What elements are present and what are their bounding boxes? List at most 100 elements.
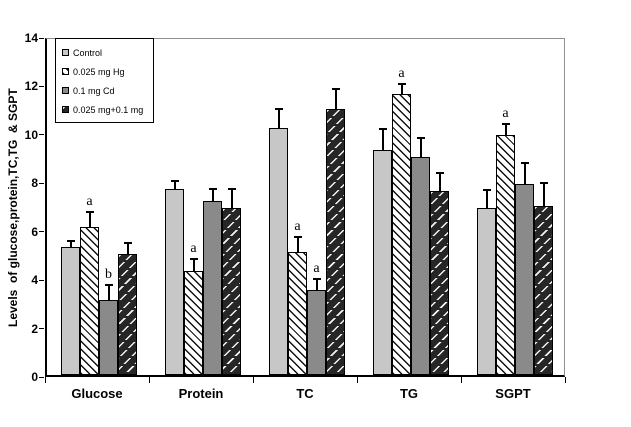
significance-letter: a: [398, 66, 405, 82]
error-bar-line: [211, 188, 214, 201]
error-bar-cap: [104, 284, 113, 287]
bar: [411, 157, 430, 375]
legend-item: Control: [62, 43, 153, 62]
y-tick-mark: [39, 85, 44, 87]
bar: [222, 207, 241, 375]
error-bar-line: [126, 243, 129, 254]
bar: [430, 190, 449, 375]
error-bar-cap: [435, 171, 444, 174]
legend-marker-p-darkdash: [62, 106, 69, 113]
bar: [534, 205, 553, 375]
x-category-label: Protein: [178, 386, 224, 401]
bar: [61, 246, 80, 375]
legend-label: 0.1 mg Cd: [73, 85, 115, 96]
legend: Control 0.025 mg Hg 0.1 mg Cd 0.025 mg+0.1 …: [55, 38, 154, 123]
bar: [307, 290, 326, 375]
error-bar-line: [230, 188, 233, 208]
legend-item: 0.025 mg Hg: [62, 62, 153, 81]
error-bar-cap: [539, 181, 548, 184]
bar: [477, 207, 496, 375]
y-tick-mark: [39, 328, 44, 330]
error-bar-line: [88, 211, 91, 228]
x-category-label: TC: [296, 386, 314, 401]
error-bar-line: [523, 163, 526, 184]
significance-letter: b: [105, 267, 112, 283]
y-tick-label: 2: [31, 321, 38, 336]
bar: [373, 149, 392, 375]
bar: [203, 200, 222, 375]
x-tick-mark: [45, 377, 46, 383]
legend-marker-p-gray: [62, 87, 69, 94]
error-bar-line: [315, 279, 318, 291]
y-tick-label: 6: [31, 224, 38, 239]
error-bar-line: [69, 240, 72, 247]
error-bar-line: [438, 172, 441, 191]
bar: [269, 128, 288, 375]
legend-label: 0.025 mg Hg: [73, 66, 125, 77]
y-tick-label: 12: [24, 79, 38, 94]
error-bar-line: [296, 237, 299, 252]
x-tick-mark: [149, 377, 150, 383]
legend-marker-p-light: [62, 49, 69, 56]
legend-item: 0.025 mg+0.1 mg: [62, 100, 153, 119]
significance-letter: a: [313, 261, 320, 277]
bar: [118, 253, 137, 375]
x-category-label: SGPT: [495, 386, 531, 401]
x-category-label: Glucose: [71, 386, 123, 401]
error-bar-line: [107, 285, 110, 300]
error-bar-cap: [482, 188, 491, 191]
error-bar-cap: [274, 107, 283, 110]
y-tick-label: 14: [24, 31, 38, 45]
x-category-label: TG: [399, 386, 419, 401]
significance-letter: a: [502, 106, 509, 122]
error-bar-line: [419, 137, 422, 158]
y-tick-label: 0: [31, 370, 38, 384]
bar: [99, 299, 118, 375]
x-tick-mark: [565, 377, 566, 383]
bar: [392, 94, 411, 375]
legend-item: 0.1 mg Cd: [62, 81, 153, 100]
legend-marker-p-hatch: [62, 68, 69, 75]
error-bar-cap: [170, 180, 179, 183]
y-tick-mark: [39, 37, 44, 39]
significance-letter: a: [294, 218, 301, 234]
y-tick-mark: [39, 134, 44, 136]
error-bar-cap: [123, 242, 132, 245]
x-tick-mark: [357, 377, 358, 383]
error-bar-line: [277, 108, 280, 129]
x-tick-mark: [253, 377, 254, 383]
error-bar-line: [485, 189, 488, 208]
y-tick-label: 4: [31, 273, 38, 288]
bar: [515, 183, 534, 375]
y-tick-mark: [39, 279, 44, 281]
error-bar-line: [381, 129, 384, 150]
bar: [496, 135, 515, 375]
error-bar-cap: [227, 187, 236, 190]
error-bar-cap: [501, 123, 510, 126]
error-bar-line: [400, 84, 403, 95]
error-bar-line: [192, 258, 195, 271]
error-bar-line: [542, 182, 545, 206]
error-bar-cap: [66, 239, 75, 242]
error-bar-line: [173, 181, 176, 189]
error-bar-cap: [293, 235, 302, 238]
error-bar-cap: [85, 210, 94, 213]
error-bar-cap: [397, 83, 406, 86]
legend-label: 0.025 mg+0.1 mg: [73, 104, 144, 115]
error-bar-cap: [189, 257, 198, 260]
y-tick-label: 10: [24, 127, 38, 142]
legend-label: Control: [73, 47, 103, 58]
y-tick-label: 8: [31, 176, 38, 191]
error-bar-cap: [520, 162, 529, 165]
error-bar-cap: [331, 88, 340, 91]
y-tick-mark: [39, 231, 44, 233]
x-tick-mark: [461, 377, 462, 383]
y-tick-mark: [39, 182, 44, 184]
error-bar-cap: [416, 136, 425, 139]
error-bar-line: [334, 89, 337, 109]
error-bar-cap: [208, 187, 217, 190]
bar: [165, 188, 184, 375]
bar: [80, 227, 99, 375]
error-bar-cap: [378, 128, 387, 131]
